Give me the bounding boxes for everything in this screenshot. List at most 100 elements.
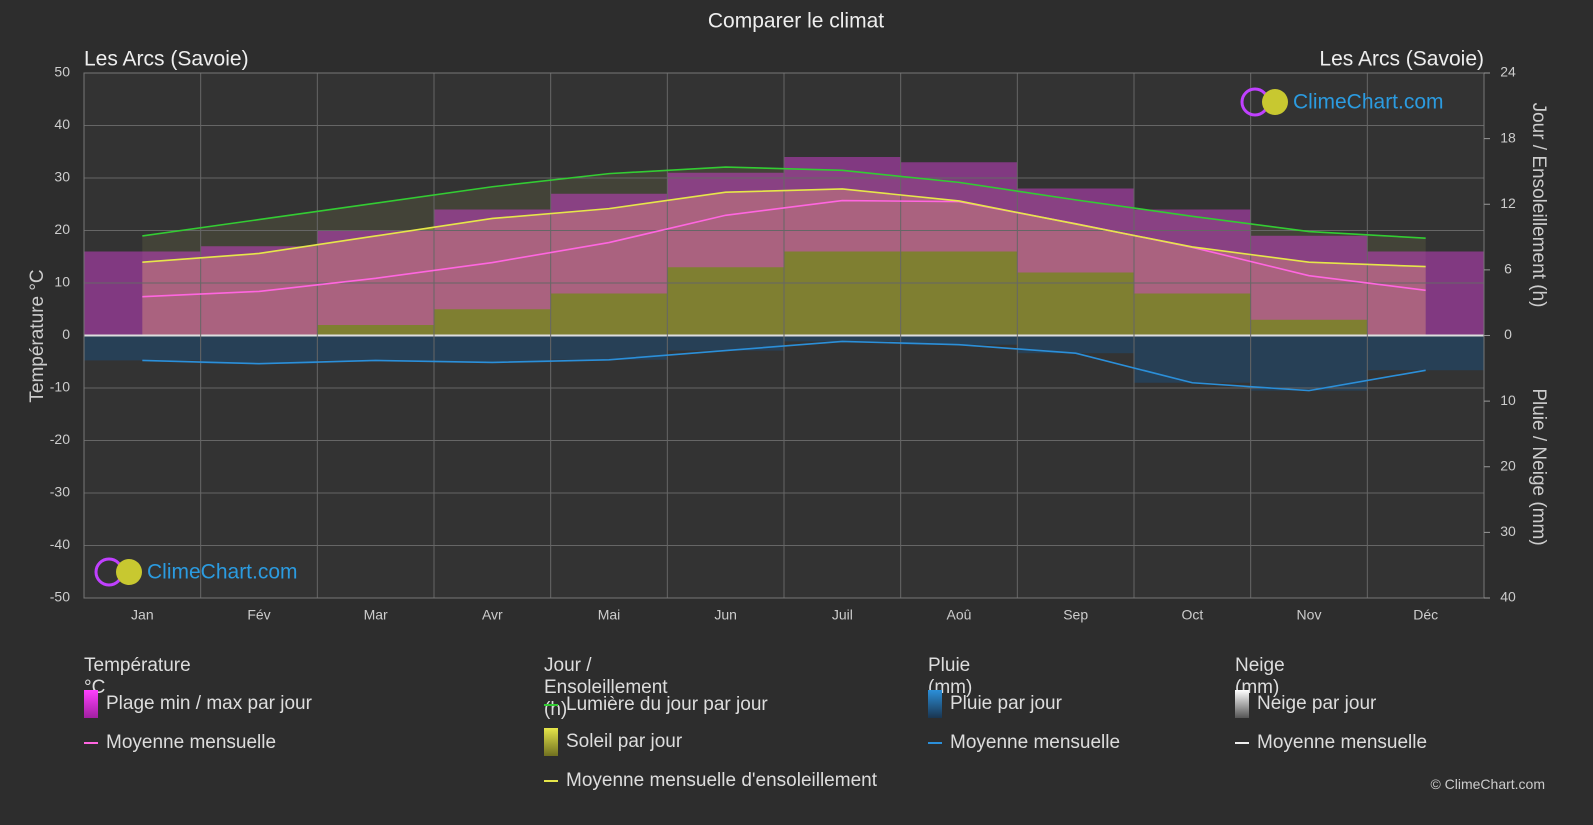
legend-item: Moyenne mensuelle	[928, 732, 1120, 754]
series-line	[142, 340, 1426, 392]
temp-range	[784, 157, 901, 252]
y3-tick-label: 10	[1500, 392, 1516, 408]
logo-bottom: ClimeChart.com	[94, 557, 298, 587]
y-tick-label: -30	[50, 484, 70, 500]
y-tick-label: -50	[50, 589, 70, 605]
temp-range	[1367, 251, 1484, 336]
plot	[83, 72, 1485, 599]
rain-bar	[900, 335, 1018, 345]
y-tick-label: -20	[50, 431, 70, 447]
y-tick-label: 50	[54, 64, 70, 80]
temp-range	[900, 162, 1018, 252]
temp-range	[434, 209, 551, 310]
location-left: Les Arcs (Savoie)	[84, 48, 249, 71]
logo-sun	[116, 559, 142, 585]
legend-item: Neige par jour	[1235, 690, 1376, 718]
swatch	[928, 690, 942, 718]
legend-text: Pluie par jour	[950, 693, 1062, 715]
swatch	[84, 690, 98, 718]
y3-tick-label: 30	[1500, 523, 1516, 539]
legend-text: Soleil par jour	[566, 731, 683, 753]
legend-item: Moyenne mensuelle d'ensoleillement	[544, 770, 877, 792]
swatch	[1235, 690, 1249, 718]
temp-range	[550, 193, 668, 294]
x-tick-label: Nov	[1297, 607, 1322, 623]
series-line	[142, 166, 1426, 239]
rain-bar	[550, 335, 668, 360]
rain-bar	[200, 335, 318, 364]
y3-tick-label: 40	[1500, 589, 1516, 605]
y2-tick-label: 12	[1500, 195, 1516, 211]
rain-bar	[784, 335, 901, 342]
rain-bar	[1367, 335, 1484, 371]
swatch	[84, 741, 98, 744]
y3-tick-label: 20	[1500, 457, 1516, 473]
chart: Comparer le climat Les Arcs (Savoie) Les…	[27, 10, 1549, 623]
y-tick-label: 20	[54, 221, 70, 237]
legend-item: Moyenne mensuelle	[84, 732, 276, 754]
legend-text: Lumière du jour par jour	[566, 694, 768, 715]
legend-text: Moyenne mensuelle d'ensoleillement	[566, 770, 877, 791]
rain-bar	[434, 335, 551, 363]
legend-title: Jour / Ensoleillement (h)	[544, 655, 668, 720]
temp-range	[667, 172, 784, 268]
rain-bar	[1250, 335, 1368, 391]
logo-text: ClimeChart.com	[1293, 91, 1444, 114]
y3-axis-label: Pluie / Neige (mm)	[1528, 388, 1549, 545]
legend-item: Lumière du jour par jour	[544, 694, 768, 716]
x-tick-label: Déc	[1413, 607, 1438, 623]
temp-range	[84, 251, 201, 336]
rain-bar	[1134, 335, 1251, 383]
y-tick-label: 0	[62, 326, 70, 342]
logo-text: ClimeChart.com	[147, 561, 298, 584]
x-tick-label: Mai	[598, 607, 621, 623]
y-tick-label: 30	[54, 169, 70, 185]
legend-text: Plage min / max par jour	[106, 693, 312, 715]
x-tick-label: Jun	[714, 607, 737, 623]
swatch	[544, 703, 558, 706]
legend-text: Moyenne mensuelle	[106, 732, 277, 753]
legend-text: Moyenne mensuelle	[950, 732, 1121, 753]
copyright: © ClimeChart.com	[1430, 776, 1545, 792]
swatch	[544, 779, 558, 782]
logo-top: ClimeChart.com	[1240, 87, 1444, 117]
chart-title: Comparer le climat	[708, 10, 884, 33]
x-tick-label: Oct	[1181, 607, 1203, 623]
y-axis-label: Température °C	[27, 269, 48, 402]
series-line	[142, 199, 1426, 298]
swatch	[1235, 741, 1249, 744]
x-tick-label: Jan	[131, 607, 154, 623]
x-tick-label: Juil	[832, 607, 853, 623]
x-tick-label: Sep	[1063, 607, 1088, 623]
y-tick-label: -40	[50, 536, 70, 552]
y-tick-label: 10	[54, 274, 70, 290]
x-tick-label: Aoû	[947, 607, 972, 623]
y-tick-label: 40	[54, 116, 70, 132]
swatch	[544, 728, 558, 756]
y2-tick-label: 6	[1504, 261, 1512, 277]
legend-item: Pluie par jour	[928, 690, 1062, 718]
y2-tick-label: 0	[1504, 326, 1512, 342]
x-tick-label: Fév	[247, 607, 270, 623]
location-right: Les Arcs (Savoie)	[1319, 48, 1484, 71]
rain-bar	[1017, 335, 1134, 354]
y2-axis-label: Jour / Ensoleillement (h)	[1528, 103, 1549, 308]
legend-item: Plage min / max par jour	[84, 690, 312, 718]
legend-item: Soleil par jour	[544, 728, 682, 756]
legend-text: Moyenne mensuelle	[1257, 732, 1428, 753]
x-tick-label: Avr	[482, 607, 503, 623]
temp-range	[1250, 235, 1368, 320]
y-tick-label: -10	[50, 379, 70, 395]
series-line	[142, 188, 1426, 268]
x-tick-label: Mar	[364, 607, 388, 623]
legend-item: Moyenne mensuelle	[1235, 732, 1427, 754]
rain-bar	[84, 335, 201, 361]
logo-sun	[1262, 89, 1288, 115]
swatch	[928, 741, 942, 744]
rain-bar	[667, 335, 784, 351]
y2-tick-label: 24	[1500, 64, 1516, 80]
y2-tick-label: 18	[1500, 129, 1516, 145]
legend-text: Neige par jour	[1257, 693, 1377, 715]
rain-bar	[317, 335, 434, 361]
